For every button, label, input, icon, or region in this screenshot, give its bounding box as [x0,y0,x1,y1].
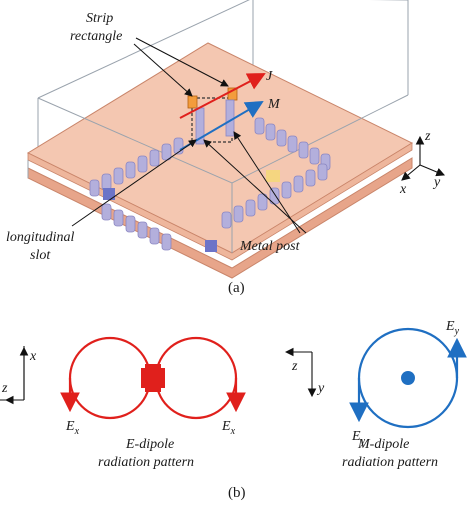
slot-label-1: longitudinal [6,230,75,245]
strip-rectangle-label-2: rectangle [70,29,122,44]
m-dipole-source [401,371,415,385]
axis-x-label: x [399,182,407,197]
strip-callout-1 [133,43,193,97]
e-dipole-title-2: radiation pattern [98,455,194,470]
port-yellow [266,170,280,182]
axis-y-label: y [432,175,441,190]
metal-post-callout-2 [203,139,307,234]
m-field-top-label: Ey [445,319,460,337]
strip-rectangle-label-1: Strip [86,11,113,26]
m-axis-y-label: y [316,381,325,396]
e-axis-z-label: z [1,381,8,396]
air-box-front [27,94,409,253]
strip-callout-2 [135,37,229,87]
e-field-left-label: Ex [65,419,80,437]
caption-b: (b) [228,485,246,501]
strip-rectangle-left [187,95,198,109]
m-dipole-title-2: radiation pattern [342,455,438,470]
current-j-arrow [179,73,266,119]
panel-b: x z Ex Ex E-dipole radiation pattern z y [0,319,467,501]
substrate [26,42,414,279]
m-dipole-title-1: M-dipole [357,437,409,452]
e-dipole-title-1: E-dipole [125,437,174,452]
current-m-label: M [267,97,281,112]
axes-3d [401,135,446,181]
port-bottom [205,240,217,252]
e-axis-x-label: x [29,349,37,364]
port-left [103,188,115,200]
slot-label-2: slot [30,248,51,263]
m-axis-z-label: z [291,359,298,374]
m-field-bottom-label: Ey [351,429,366,447]
axis-z-label: z [424,129,431,144]
e-axes [0,346,29,405]
metal-posts [89,117,331,251]
e-field-right-label: Ex [221,419,236,437]
caption-a: (a) [228,280,245,296]
metal-post-label: Metal post [239,239,301,254]
m-axes [284,347,317,398]
metal-post-callout-1 [233,131,301,234]
slot-callout [71,139,197,227]
current-j-label: J [266,69,273,84]
e-dipole-source [145,364,161,392]
panel-a: J M Strip rectangle longitudinal slot Me… [6,0,446,296]
m-dipole-pattern [349,327,467,429]
